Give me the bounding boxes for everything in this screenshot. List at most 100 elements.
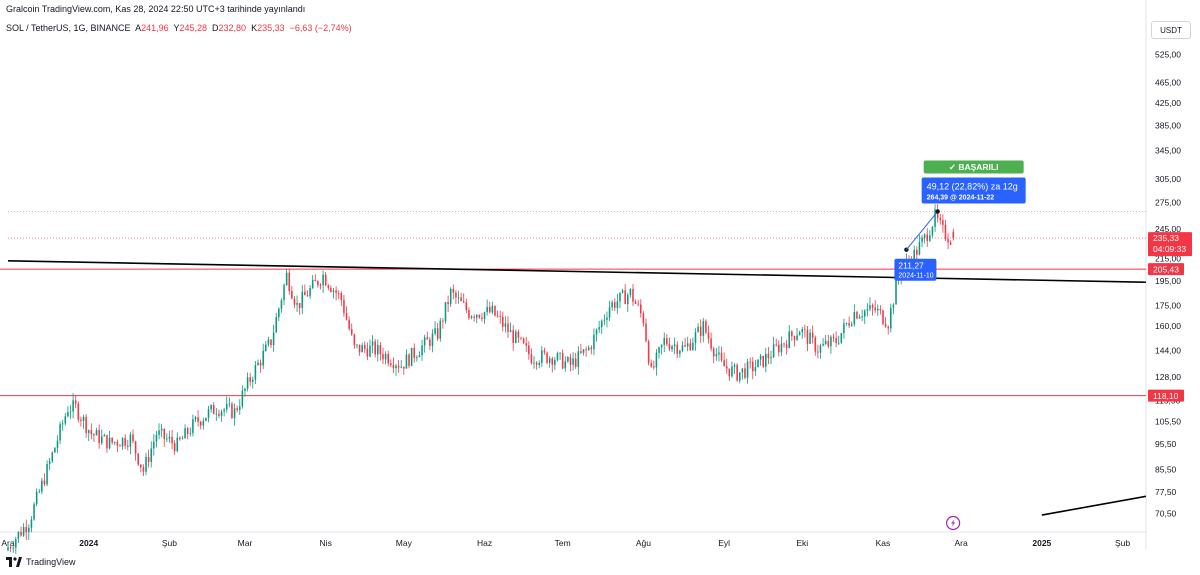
candle [106,435,108,449]
candle [488,306,491,313]
candle [692,342,694,350]
candle [171,436,173,444]
start-date-label: 2024-11-10 [898,273,933,280]
candle [259,362,262,366]
price-line-label: 205,43 [1153,265,1179,275]
price-line-label-bg [1148,263,1184,276]
x-tick-label: Eyl [718,538,730,548]
y-tick-label: 95,50 [1155,439,1177,449]
candle [17,531,20,540]
candle [824,341,827,344]
candle [100,436,103,444]
target-price-date: 264,39 @ 2024-11-22 [927,194,995,201]
candle [775,344,777,346]
candle [606,317,608,320]
candle [595,329,598,335]
change-value: −6,63 (−2,74%) [289,23,352,33]
candle [233,408,236,418]
candle [7,547,9,551]
brand-label: TradingView [26,557,76,567]
trendline[interactable] [7,260,1147,283]
candle [444,302,447,322]
low-label: D [212,23,219,33]
candle [186,428,189,435]
candle [892,304,895,308]
candle [554,360,556,365]
candle [418,355,421,358]
candle [189,433,192,435]
x-tick-label: Şub [1115,538,1130,548]
candle [113,441,116,443]
candle [160,428,163,431]
y-tick-label: 105,50 [1155,416,1181,426]
candle [718,352,720,355]
candle [447,302,449,305]
candle [582,349,585,353]
candle [863,310,866,317]
y-tick-label: 525,00 [1155,50,1181,60]
candle [947,238,949,243]
candle [434,328,436,334]
price-line-label: 118,10 [1153,391,1179,401]
candle [564,361,567,369]
candle [340,293,343,300]
symbol-title[interactable]: SOL / TetherUS, 1G, BINANCE [6,23,131,33]
candle [715,354,718,357]
candle [580,351,582,353]
tradingview-brand[interactable]: TradingView [6,557,76,567]
candle [548,358,551,363]
candle [556,353,559,361]
candle [265,344,267,351]
candle [616,301,619,308]
candle [129,434,132,447]
candle [127,445,129,447]
tradingview-logo-icon [6,557,22,567]
candle [762,355,764,367]
candle [460,297,462,302]
candle [944,224,947,239]
x-tick-label: 2024 [79,538,98,548]
candle [249,377,251,382]
currency-button[interactable]: USDT [1151,21,1191,39]
candle [517,331,520,338]
candle [567,357,569,362]
candle [533,362,535,364]
candle [483,312,486,319]
candle [522,338,525,344]
candle [374,341,376,355]
candle [936,209,939,218]
candle [884,323,887,327]
candle [653,366,655,368]
candle [512,330,514,343]
candle [598,327,600,330]
candle [473,316,475,318]
candle [478,314,481,318]
candle [223,409,225,412]
success-badge-label: ✓ BAŞARILI [949,162,999,172]
candle [647,341,650,364]
candle [712,348,715,357]
candle [43,480,46,485]
candle [108,437,111,449]
x-tick-label: Tem [555,538,571,548]
end-point [935,209,940,214]
candle [913,249,916,267]
candle [197,417,199,422]
candle [137,453,139,465]
candle [215,413,218,415]
trendline[interactable] [1041,495,1147,516]
candle [116,441,119,446]
candle [916,249,918,255]
candle [470,316,473,319]
candle [882,310,884,324]
candle [832,336,835,338]
candle [793,336,796,340]
y-tick-label: 245,00 [1155,224,1181,234]
candle [400,366,403,368]
candle [520,337,522,339]
candle [744,368,746,378]
candle [874,307,876,311]
candle [702,321,705,336]
candle [348,319,350,329]
